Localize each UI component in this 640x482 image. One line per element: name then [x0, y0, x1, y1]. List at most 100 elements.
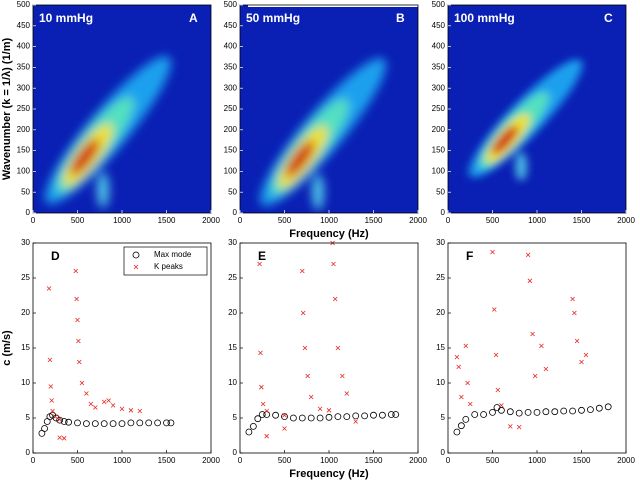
max-mode-point	[387, 411, 395, 418]
max-mode-point	[524, 408, 532, 416]
panel-label: A	[189, 11, 198, 25]
max-mode-point	[109, 420, 117, 428]
x-tick-label: 0	[238, 216, 243, 225]
x-tick-label: 500	[278, 456, 292, 465]
y-tick-label: 100	[432, 167, 446, 176]
k-peak-point	[88, 401, 94, 407]
max-mode-point	[489, 408, 496, 416]
max-mode-point	[52, 414, 60, 422]
max-mode-point	[272, 411, 280, 419]
legend-label: K peaks	[154, 262, 183, 271]
plot-area	[448, 243, 626, 453]
max-mode-point	[453, 428, 461, 436]
max-mode-point	[60, 418, 68, 425]
x-tick-label: 1500	[158, 216, 176, 225]
max-mode-point	[118, 420, 126, 428]
max-mode-point	[316, 414, 324, 422]
spectrum-image	[32, 5, 211, 216]
k-peak-point	[61, 436, 67, 441]
k-peak-point	[106, 398, 111, 403]
y-tick-label: 25	[228, 273, 237, 282]
y-tick-label: 15	[436, 343, 445, 352]
x-tick-label: 1000	[113, 456, 131, 465]
k-peak-point	[467, 401, 473, 407]
x-tick-label: 0	[446, 456, 451, 465]
y-tick-label: 150	[17, 146, 31, 155]
y-tick-label: 250	[17, 104, 31, 113]
y-tick-label: 0	[441, 208, 446, 217]
y-tick-label: 30	[21, 238, 30, 247]
y-tick-label: 100	[17, 167, 31, 176]
k-peak-point	[49, 398, 54, 403]
y-axis-label: c (m/s)	[1, 330, 13, 366]
k-peak-point	[579, 359, 584, 365]
max-mode-point	[578, 406, 585, 414]
panel-label: E	[258, 249, 266, 263]
y-tick-label: 350	[17, 63, 31, 72]
y-tick-label: 10	[21, 378, 30, 387]
k-peak-point	[75, 317, 80, 323]
k-peak-point	[300, 268, 305, 274]
k-peak-point	[302, 345, 308, 351]
k-peak-point	[459, 394, 464, 400]
y-tick-label: 25	[436, 273, 445, 282]
k-peak-point	[344, 391, 350, 396]
y-tick-label: 500	[224, 0, 238, 9]
k-peak-point	[305, 373, 310, 379]
x-tick-label: 500	[486, 216, 500, 225]
x-tick-label: 1000	[320, 456, 338, 465]
k-peak-point	[317, 406, 323, 412]
max-mode-point	[551, 408, 559, 416]
x-tick-label: 500	[278, 216, 292, 225]
k-peak-point	[74, 296, 79, 302]
max-mode-point	[515, 409, 523, 417]
k-peak-point	[525, 252, 531, 258]
k-peak-point	[282, 412, 287, 418]
k-peak-point	[493, 352, 499, 358]
legend-marker	[132, 251, 140, 259]
y-tick-label: 20	[436, 308, 445, 317]
k-peak-point	[300, 310, 306, 316]
k-peak-point	[47, 357, 53, 363]
max-mode-point	[163, 419, 170, 427]
k-peak-point	[50, 408, 55, 414]
x-tick-label: 0	[31, 456, 36, 465]
max-mode-point	[298, 414, 306, 422]
k-peak-point	[264, 408, 269, 414]
x-tick-label: 2000	[617, 456, 635, 465]
k-peak-point	[530, 331, 535, 337]
max-mode-point	[480, 411, 488, 418]
x-tick-label: 1500	[365, 216, 383, 225]
x-tick-label: 2000	[409, 216, 427, 225]
max-mode-point	[289, 414, 297, 422]
k-peak-point	[57, 417, 62, 422]
k-peak-point	[516, 424, 522, 430]
max-mode-point	[41, 425, 48, 432]
max-mode-point	[100, 420, 108, 428]
y-tick-label: 50	[21, 187, 30, 196]
y-tick-label: 350	[224, 63, 238, 72]
k-peak-point	[499, 403, 504, 408]
k-peak-point	[46, 286, 52, 291]
x-tick-label: 1000	[528, 456, 546, 465]
max-mode-point	[325, 413, 333, 421]
y-tick-label: 25	[21, 273, 30, 282]
max-mode-point	[258, 411, 266, 418]
k-peak-point	[326, 408, 332, 413]
k-peak-point	[119, 406, 125, 412]
k-peak-point	[572, 310, 577, 316]
k-peak-point	[353, 419, 358, 424]
max-mode-point	[462, 415, 470, 423]
max-mode-point	[343, 413, 351, 421]
y-tick-label: 400	[432, 42, 446, 51]
pressure-annotation: 50 mmHg	[246, 11, 300, 25]
x-tick-label: 1500	[365, 456, 383, 465]
k-peak-point	[137, 408, 143, 414]
k-peak-point	[259, 384, 264, 390]
x-tick-label: 1500	[573, 456, 591, 465]
y-tick-label: 50	[228, 187, 237, 196]
k-peak-point	[527, 278, 533, 284]
panel-label: F	[466, 249, 473, 263]
k-peak-point	[110, 403, 116, 408]
panel-label: C	[604, 11, 613, 25]
